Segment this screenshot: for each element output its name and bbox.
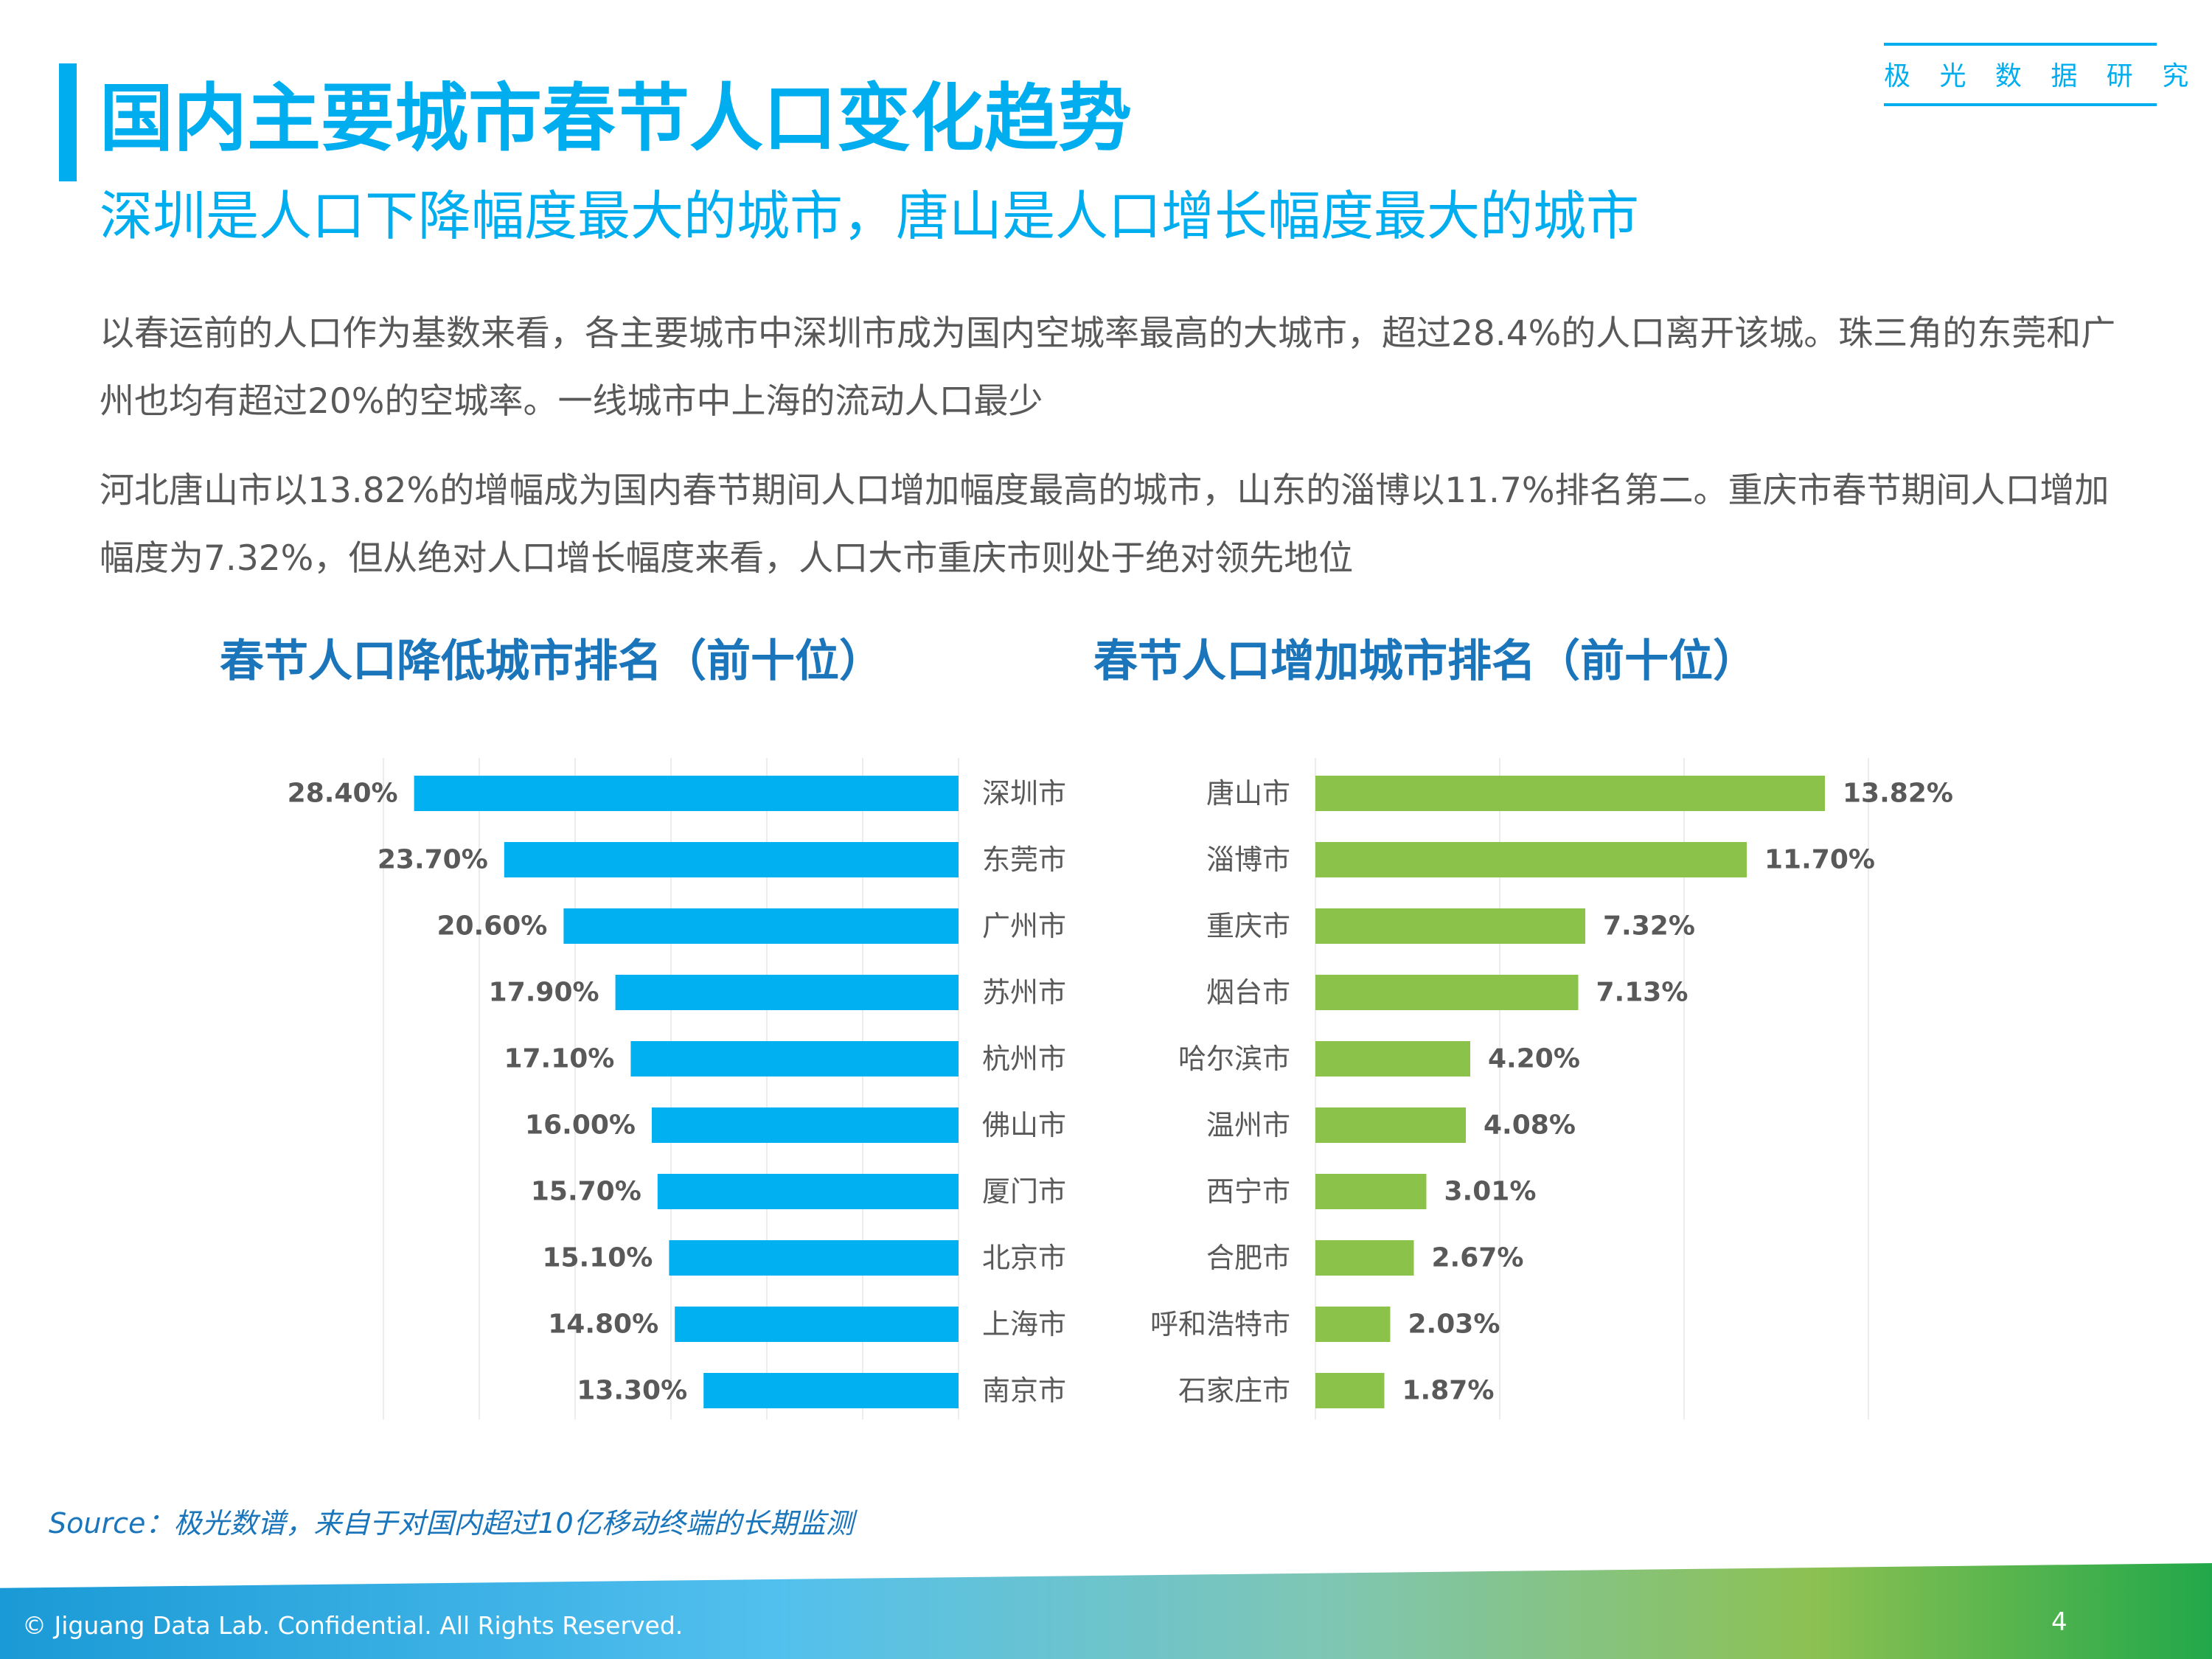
bar bbox=[1315, 1174, 1427, 1209]
body-paragraph-1: 以春运前的人口作为基数来看，各主要城市中深圳市成为国内空城率最高的大城市，超过2… bbox=[100, 313, 2116, 422]
page-number: 4 bbox=[2051, 1607, 2067, 1637]
page-subtitle: 深圳是人口下降幅度最大的城市，唐山是人口增长幅度最大的城市 bbox=[100, 185, 1640, 247]
data-label: 16.00% bbox=[525, 1110, 636, 1141]
source-note: Source：极光数谱，来自于对国内超过10亿移动终端的长期监测 bbox=[49, 1507, 854, 1540]
bar bbox=[1315, 908, 1585, 944]
decrease-chart-title: 春节人口降低城市排名（前十位） bbox=[220, 636, 883, 687]
category-label: 广州市 bbox=[982, 910, 1066, 942]
bar bbox=[630, 1041, 959, 1077]
increase-chart-title: 春节人口增加城市排名（前十位） bbox=[1093, 636, 1757, 687]
bar bbox=[563, 908, 959, 944]
data-label: 2.03% bbox=[1408, 1310, 1500, 1340]
category-label: 淄博市 bbox=[1206, 844, 1290, 876]
data-label: 13.30% bbox=[577, 1376, 687, 1406]
data-label: 2.67% bbox=[1432, 1243, 1524, 1273]
data-label: 13.82% bbox=[1843, 779, 1953, 809]
bar bbox=[675, 1307, 959, 1342]
bar bbox=[1315, 975, 1579, 1010]
category-label: 唐山市 bbox=[1206, 777, 1290, 810]
data-label: 15.70% bbox=[531, 1177, 641, 1207]
bar bbox=[1315, 1307, 1391, 1342]
body-paragraph-2: 河北唐山市以13.82%的增幅成为国内春节期间人口增加幅度最高的城市，山东的淄博… bbox=[100, 470, 2110, 579]
data-label: 15.10% bbox=[542, 1243, 653, 1273]
category-label: 重庆市 bbox=[1206, 910, 1290, 942]
data-label: 14.80% bbox=[548, 1310, 658, 1340]
category-label: 南京市 bbox=[982, 1374, 1066, 1407]
bar bbox=[703, 1373, 959, 1408]
bar bbox=[414, 776, 959, 811]
bar bbox=[1315, 1107, 1466, 1143]
category-label: 西宁市 bbox=[1206, 1175, 1290, 1208]
bar bbox=[657, 1174, 959, 1209]
data-label: 4.08% bbox=[1484, 1110, 1576, 1141]
title-accent-bar bbox=[59, 63, 77, 181]
category-label: 杭州市 bbox=[982, 1043, 1066, 1075]
bar bbox=[652, 1107, 959, 1143]
category-label: 佛山市 bbox=[982, 1109, 1066, 1141]
data-label: 4.20% bbox=[1488, 1044, 1580, 1074]
category-label: 温州市 bbox=[1206, 1109, 1290, 1141]
category-label: 北京市 bbox=[982, 1242, 1066, 1274]
copyright-text: © Jiguang Data Lab. Confidential. All Ri… bbox=[22, 1611, 684, 1640]
category-label: 哈尔滨市 bbox=[1178, 1043, 1290, 1075]
data-label: 20.60% bbox=[437, 911, 547, 942]
data-label: 11.70% bbox=[1764, 845, 1875, 875]
category-label: 厦门市 bbox=[982, 1175, 1066, 1208]
data-label: 7.13% bbox=[1596, 978, 1688, 1008]
page-title: 国内主要城市春节人口变化趋势 bbox=[100, 75, 1132, 161]
category-label: 石家庄市 bbox=[1178, 1374, 1290, 1407]
data-label: 23.70% bbox=[378, 845, 488, 875]
bar bbox=[1315, 842, 1747, 877]
data-label: 17.10% bbox=[504, 1044, 614, 1074]
category-label: 东莞市 bbox=[982, 844, 1066, 876]
bar bbox=[1315, 1041, 1470, 1077]
data-label: 28.40% bbox=[288, 779, 398, 809]
bar bbox=[1315, 776, 1825, 811]
bar bbox=[669, 1240, 959, 1276]
category-label: 上海市 bbox=[982, 1308, 1066, 1340]
category-label: 合肥市 bbox=[1206, 1242, 1290, 1274]
data-label: 3.01% bbox=[1444, 1177, 1537, 1207]
category-label: 呼和浩特市 bbox=[1150, 1308, 1290, 1340]
category-label: 深圳市 bbox=[982, 777, 1066, 810]
bar bbox=[504, 842, 959, 877]
data-label: 1.87% bbox=[1402, 1376, 1495, 1406]
category-label: 苏州市 bbox=[982, 976, 1066, 1009]
category-label: 烟台市 bbox=[1206, 976, 1290, 1009]
data-label: 17.90% bbox=[489, 978, 599, 1008]
increase-bar-chart: 13.82% 唐山市 11.70% 淄博市 7.32% 重庆市 7.13% 烟台市 4.20% 哈… bbox=[1150, 758, 1953, 1419]
decrease-bar-chart: 28.40% 深圳市 23.70% 东莞市 20.60% 广州市 17.90% 苏州市 17.1… bbox=[288, 758, 1066, 1419]
data-label: 7.32% bbox=[1603, 911, 1695, 942]
bar bbox=[1315, 1240, 1414, 1276]
bar bbox=[615, 975, 959, 1010]
bar bbox=[1315, 1373, 1385, 1408]
